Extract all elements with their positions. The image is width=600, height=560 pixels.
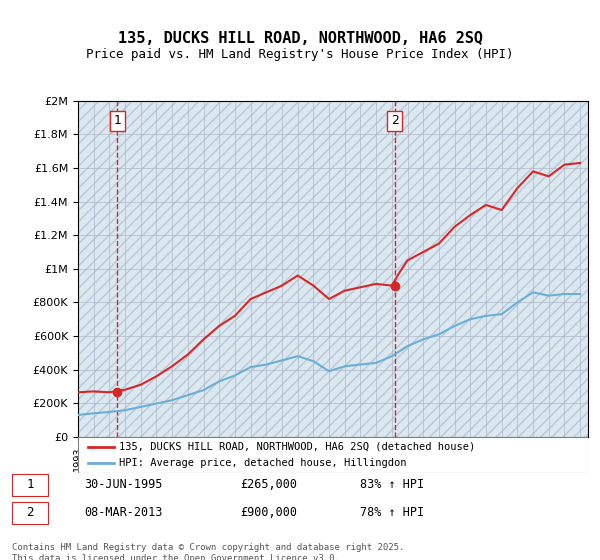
Text: Contains HM Land Registry data © Crown copyright and database right 2025.
This d: Contains HM Land Registry data © Crown c… — [12, 543, 404, 560]
Text: £900,000: £900,000 — [240, 506, 297, 520]
Text: 2: 2 — [391, 114, 398, 128]
Text: 135, DUCKS HILL ROAD, NORTHWOOD, HA6 2SQ (detached house): 135, DUCKS HILL ROAD, NORTHWOOD, HA6 2SQ… — [119, 442, 475, 452]
Text: 1: 1 — [26, 478, 34, 492]
FancyBboxPatch shape — [12, 502, 48, 524]
Text: £265,000: £265,000 — [240, 478, 297, 492]
Text: 83% ↑ HPI: 83% ↑ HPI — [360, 478, 424, 492]
Text: 135, DUCKS HILL ROAD, NORTHWOOD, HA6 2SQ: 135, DUCKS HILL ROAD, NORTHWOOD, HA6 2SQ — [118, 31, 482, 46]
Text: 78% ↑ HPI: 78% ↑ HPI — [360, 506, 424, 520]
Text: 2: 2 — [26, 506, 34, 520]
Text: HPI: Average price, detached house, Hillingdon: HPI: Average price, detached house, Hill… — [119, 458, 406, 468]
Text: 1: 1 — [113, 114, 121, 128]
FancyBboxPatch shape — [78, 437, 588, 473]
Text: 08-MAR-2013: 08-MAR-2013 — [84, 506, 163, 520]
FancyBboxPatch shape — [12, 474, 48, 496]
Text: Price paid vs. HM Land Registry's House Price Index (HPI): Price paid vs. HM Land Registry's House … — [86, 48, 514, 60]
Text: 30-JUN-1995: 30-JUN-1995 — [84, 478, 163, 492]
